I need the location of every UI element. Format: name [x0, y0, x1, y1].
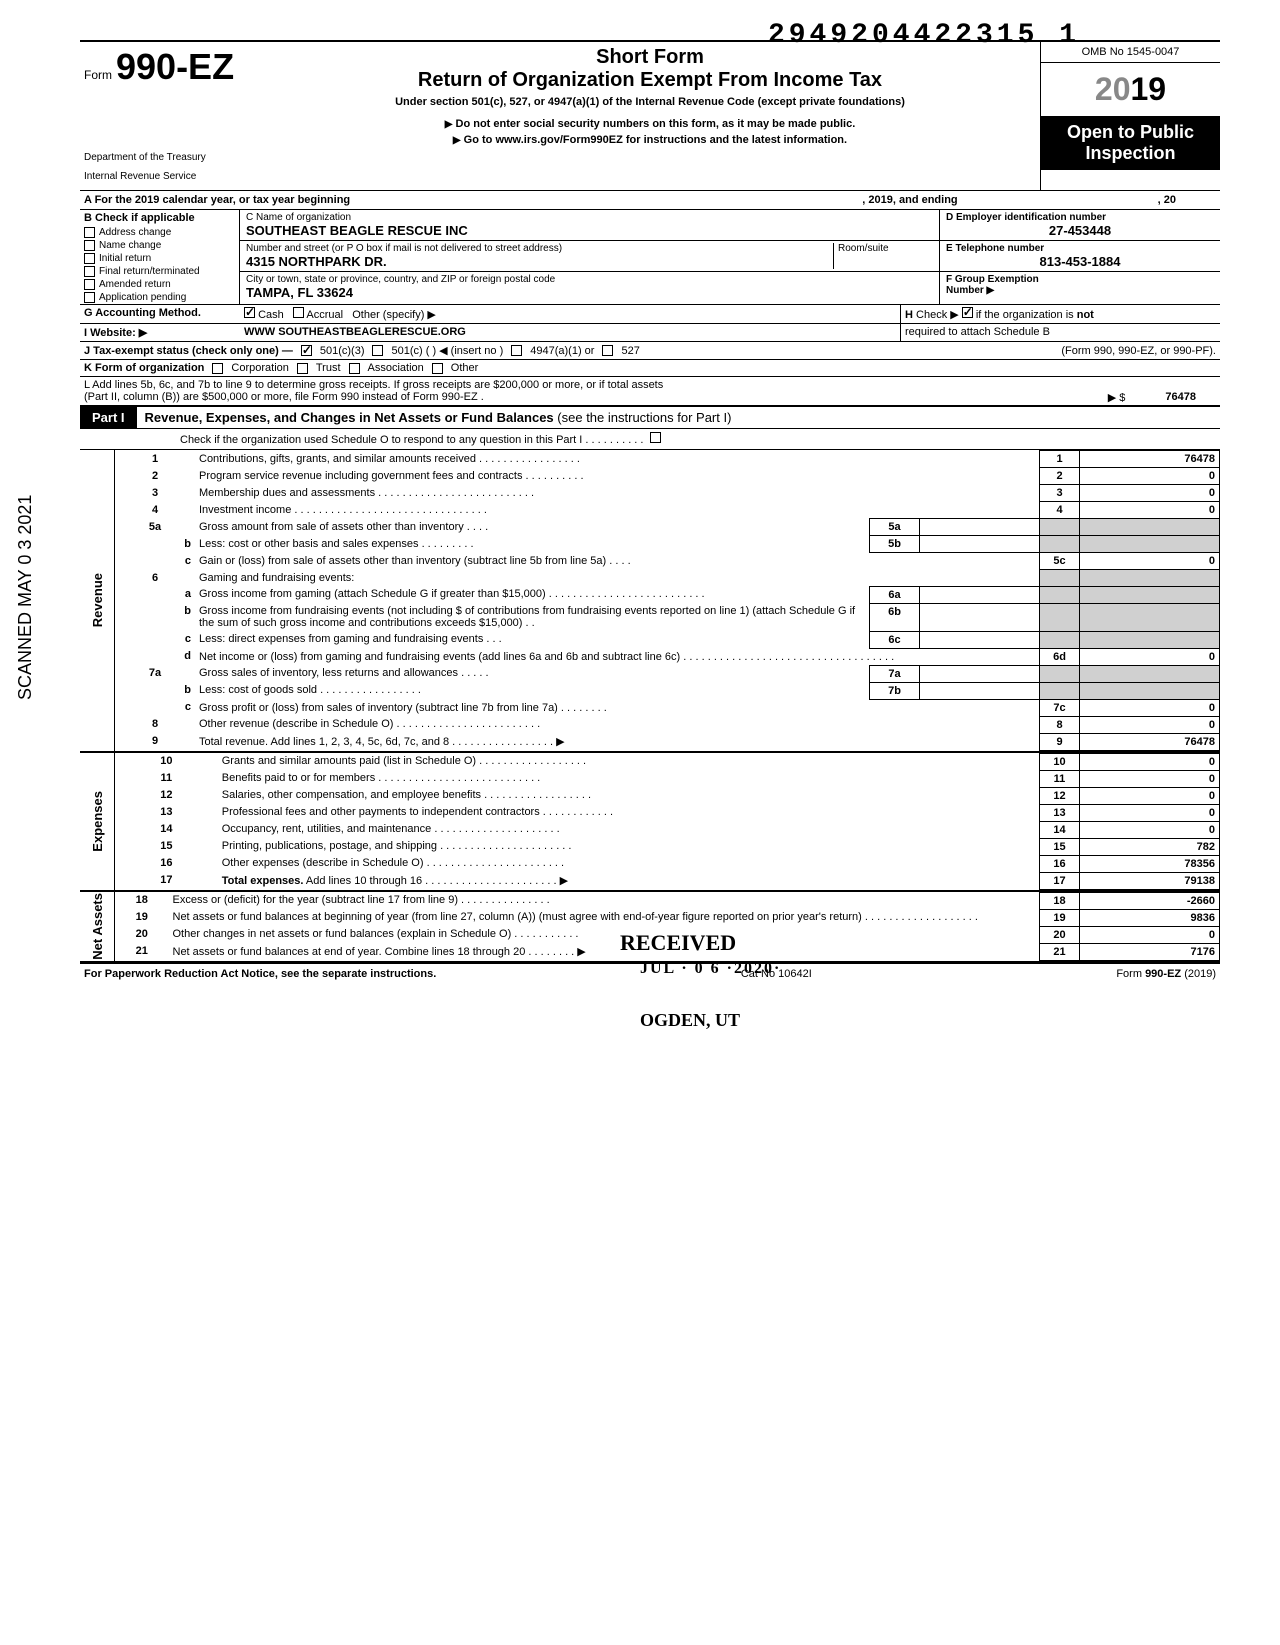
- line-9: 9Total revenue. Add lines 1, 2, 3, 4, 5c…: [115, 733, 1220, 750]
- scanned-stamp: SCANNED MAY 0 3 2021: [15, 495, 36, 700]
- part1-header: Part I Revenue, Expenses, and Changes in…: [80, 407, 1220, 429]
- line-2: 2Program service revenue including gover…: [115, 468, 1220, 485]
- line-7b: bLess: cost of goods sold . . . . . . . …: [115, 682, 1220, 699]
- expenses-label: Expenses: [90, 791, 105, 852]
- stamp-date: JUL · 0 6 ·2020·: [640, 960, 781, 978]
- chk-accrual[interactable]: [293, 307, 304, 318]
- chk-501c[interactable]: [372, 345, 383, 356]
- line-7a: 7aGross sales of inventory, less returns…: [115, 665, 1220, 682]
- netassets-label: Net Assets: [90, 893, 105, 960]
- chk-amended[interactable]: [84, 279, 95, 290]
- line-1: 1Contributions, gifts, grants, and simil…: [115, 451, 1220, 468]
- line-12: 12Salaries, other compensation, and empl…: [115, 787, 1220, 804]
- line-a: A For the 2019 calendar year, or tax yea…: [80, 190, 1220, 210]
- line-5b: bLess: cost or other basis and sales exp…: [115, 536, 1220, 553]
- line-15: 15Printing, publications, postage, and s…: [115, 838, 1220, 855]
- room-label: Room/suite: [838, 243, 933, 254]
- form-word: Form: [84, 68, 112, 82]
- header-row: Form 990-EZ Department of the Treasury I…: [80, 40, 1220, 190]
- open-public-2: Inspection: [1047, 143, 1214, 164]
- ein-value: 27-453448: [946, 223, 1214, 238]
- chk-corp[interactable]: [212, 363, 223, 374]
- chk-address-change[interactable]: [84, 227, 95, 238]
- chk-name-change[interactable]: [84, 240, 95, 251]
- line-6c: cLess: direct expenses from gaming and f…: [115, 631, 1220, 648]
- stamp-ogden: OGDEN, UT: [640, 1010, 740, 1031]
- addr-value: 4315 NORTHPARK DR.: [246, 254, 833, 269]
- under-section: Under section 501(c), 527, or 4947(a)(1)…: [268, 96, 1032, 108]
- chk-4947[interactable]: [511, 345, 522, 356]
- row-g: G Accounting Method. Cash Accrual Other …: [80, 305, 1220, 324]
- row-j: J Tax-exempt status (check only one) — 5…: [80, 342, 1220, 360]
- line-19: 19Net assets or fund balances at beginni…: [115, 909, 1220, 926]
- row-k: K Form of organization Corporation Trust…: [80, 360, 1220, 377]
- chk-501c3[interactable]: [301, 345, 312, 356]
- chk-final-return[interactable]: [84, 266, 95, 277]
- row-l: L Add lines 5b, 6c, and 7b to line 9 to …: [80, 377, 1220, 407]
- phone-value: 813-453-1884: [946, 254, 1214, 269]
- form-number: 990-EZ: [116, 46, 234, 88]
- line-18: 18Excess or (deficit) for the year (subt…: [115, 892, 1220, 909]
- org-name-value: SOUTHEAST BEAGLE RESCUE INC: [246, 223, 933, 238]
- document-id: 2949204422315 1: [768, 20, 1080, 51]
- group-exempt-label: F Group Exemption: [946, 274, 1214, 285]
- tax-year: 19: [1131, 71, 1167, 107]
- chk-527[interactable]: [602, 345, 613, 356]
- chk-trust[interactable]: [297, 363, 308, 374]
- do-not-enter: Do not enter social security numbers on …: [456, 118, 856, 130]
- row-i: I Website: ▶ WWW SOUTHEASTBEAGLERESCUE.O…: [80, 324, 1220, 342]
- expenses-section: Expenses 10Grants and similar amounts pa…: [80, 753, 1220, 892]
- gross-receipts-amount: 76478: [1165, 391, 1216, 403]
- chk-assoc[interactable]: [349, 363, 360, 374]
- footer-right: Form 990-EZ (2019): [1116, 968, 1216, 980]
- line-3: 3Membership dues and assessments . . . .…: [115, 485, 1220, 502]
- city-label: City or town, state or province, country…: [246, 274, 933, 285]
- line-6b: bGross income from fundraising events (n…: [115, 603, 1220, 631]
- org-name-label: C Name of organization: [246, 212, 933, 223]
- revenue-section: Revenue 1Contributions, gifts, grants, a…: [80, 450, 1220, 753]
- addr-label: Number and street (or P O box if mail is…: [246, 243, 833, 254]
- line-6: 6Gaming and fundraising events:: [115, 570, 1220, 587]
- chk-other[interactable]: [432, 363, 443, 374]
- website-value: WWW SOUTHEASTBEAGLERESCUE.ORG: [244, 326, 466, 338]
- chk-schedule-o[interactable]: [650, 432, 661, 443]
- open-public-1: Open to Public: [1047, 122, 1214, 143]
- dept-treasury: Department of the Treasury: [84, 148, 256, 167]
- line-8: 8Other revenue (describe in Schedule O) …: [115, 716, 1220, 733]
- line-11: 11Benefits paid to or for members . . . …: [115, 770, 1220, 787]
- line-16: 16Other expenses (describe in Schedule O…: [115, 855, 1220, 872]
- line-14: 14Occupancy, rent, utilities, and mainte…: [115, 821, 1220, 838]
- goto-url: Go to www.irs.gov/Form990EZ for instruct…: [464, 134, 847, 146]
- line-5a: 5aGross amount from sale of assets other…: [115, 519, 1220, 536]
- stamp-received: RECEIVED: [620, 930, 736, 956]
- chk-pending[interactable]: [84, 292, 95, 303]
- footer-left: For Paperwork Reduction Act Notice, see …: [84, 968, 436, 980]
- return-title: Return of Organization Exempt From Incom…: [268, 69, 1032, 92]
- chk-cash[interactable]: [244, 307, 255, 318]
- line-7c: cGross profit or (loss) from sales of in…: [115, 699, 1220, 716]
- check-schedule-o: Check if the organization used Schedule …: [80, 429, 1220, 450]
- line-17: 17Total expenses. Add lines 10 through 1…: [115, 872, 1220, 889]
- chk-schedule-b[interactable]: [962, 307, 973, 318]
- line-6d: dNet income or (loss) from gaming and fu…: [115, 648, 1220, 665]
- line-6a: aGross income from gaming (attach Schedu…: [115, 586, 1220, 603]
- line-10: 10Grants and similar amounts paid (list …: [115, 753, 1220, 770]
- chk-initial-return[interactable]: [84, 253, 95, 264]
- ein-label: D Employer identification number: [946, 212, 1214, 223]
- phone-label: E Telephone number: [946, 243, 1214, 254]
- group-exempt-number: Number ▶: [946, 285, 1214, 296]
- line-5c: cGain or (loss) from sale of assets othe…: [115, 553, 1220, 570]
- city-value: TAMPA, FL 33624: [246, 285, 933, 300]
- section-b-header: B Check if applicable: [80, 210, 239, 226]
- dept-irs: Internal Revenue Service: [84, 167, 256, 186]
- info-grid: B Check if applicable Address change Nam…: [80, 210, 1220, 305]
- revenue-label: Revenue: [90, 573, 105, 627]
- line-13: 13Professional fees and other payments t…: [115, 804, 1220, 821]
- line-4: 4Investment income . . . . . . . . . . .…: [115, 502, 1220, 519]
